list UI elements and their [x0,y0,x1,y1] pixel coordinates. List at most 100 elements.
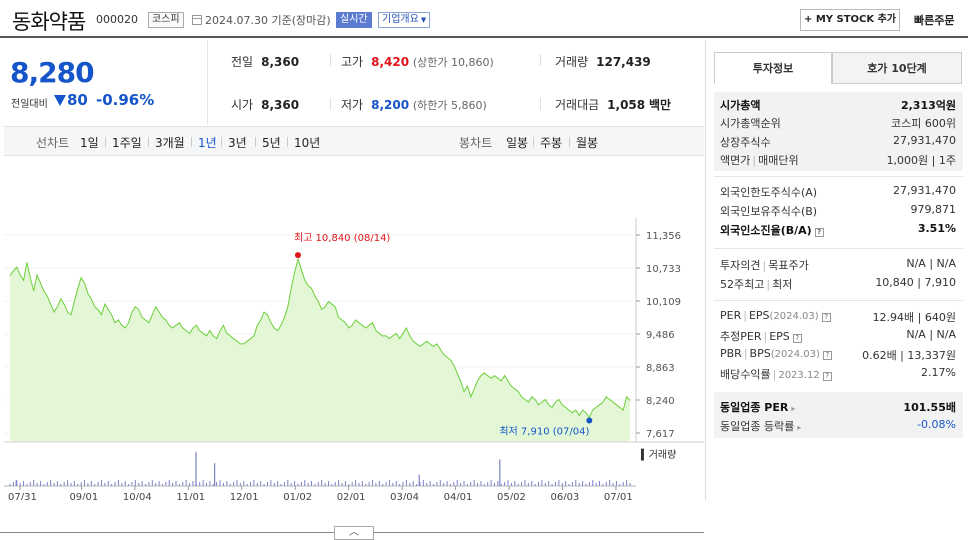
row-industry-change[interactable]: 동일업종 등락률 ▸ -0.08% [720,418,956,436]
stat-label: 전일 [231,55,254,69]
stat-label: 저가 [341,98,364,112]
row-label: 상장주식수 [720,136,771,149]
add-mystock-button[interactable]: + MY STOCK 추가 [800,9,900,31]
change-value-text: 80 [67,91,88,109]
date-text: 2024.07.30 기준(장마감) [192,12,331,28]
row-label: 시가총액순위 [720,117,781,130]
row-label: 시가총액 [720,99,761,112]
company-info-dropdown[interactable]: 기업개요 ▼ [378,12,431,28]
x-tick-label: 10/04 [123,492,152,500]
row-value: 10,840 | 7,910 [875,276,956,289]
x-tick-label: 02/01 [337,492,366,500]
row-est-per-eps: 추정PER | EPS? N/A | N/A [720,328,956,343]
tab-period-2[interactable]: 3개월 [155,136,185,150]
stat-value: 8,420 [371,55,410,69]
eps-label: EPS [748,309,770,322]
tab-separator [569,137,570,147]
divider [330,98,331,110]
stat-low: 저가 8,200 (하한가 5,860) [341,96,487,113]
expand-chart-button[interactable]: ︿ [334,526,374,540]
stat-label: 시가 [231,98,254,112]
high-marker [294,252,301,259]
week52-high-label: 52주최고 [720,278,765,291]
tab-candle-1[interactable]: 주봉 [540,136,563,150]
row-opinion: 투자의견 | 목표주가 N/A | N/A [720,257,956,272]
tab-separator [533,137,534,147]
help-icon[interactable]: ? [792,334,802,343]
valuation-group [714,300,963,386]
help-icon[interactable]: ? [822,351,832,360]
industry-group [714,392,963,438]
tab-period-6[interactable]: 10년 [294,136,321,150]
par-label: 액면가 [720,154,751,167]
stat-high: 고가 8,420 (상한가 10,860) [341,53,494,70]
y-tick-label: 10,109 [646,297,681,308]
row-52week: 52주최고 | 최저 10,840 | 7,910 [720,276,956,291]
x-tick-label: 07/01 [604,492,633,500]
divider [540,98,541,110]
row-value: 1,000원 | 1주 [886,154,956,167]
upper-limit: (상한가 10,860) [412,56,494,69]
row-foreign-hold: 외국인보유주식수(B) 979,871 [720,203,956,221]
stat-label: 거래대금 [555,98,600,112]
est-per-label: 추정PER [720,330,762,343]
price-area [10,259,630,441]
tab-orderbook[interactable]: 호가 10단계 [832,52,962,84]
stock-header: 동화약품 000020 코스피 2024.07.30 기준(장마감) 실시간 기… [0,0,968,38]
chevron-right-icon: ▸ [791,404,796,413]
stat-label: 거래량 [555,55,589,69]
x-tick-label: 06/03 [550,492,579,500]
tab-period-0[interactable]: 1일 [80,136,99,150]
calendar-icon [192,15,202,25]
row-label: 외국인소진율(B/A) [720,224,812,237]
x-tick-label: 12/01 [230,492,259,500]
pbr-label: PBR [720,347,742,360]
help-icon[interactable]: ? [822,372,832,381]
dividend-period: 2023.12 [778,370,820,381]
tab-period-3[interactable]: 1년 [198,136,217,150]
eps-period: (2024.03) [769,311,819,322]
stat-value: 8,360 [261,55,300,69]
price-chart[interactable]: 11,356 10,733 10,109 9,486 8,863 8,240 7,617 최고… [4,158,704,503]
change-label: 전일대비 [11,99,48,110]
help-icon[interactable]: ? [814,228,824,237]
high-annotation: 최고 10,840 (08/14) [294,232,390,244]
row-label: 외국인보유주식수(B) [720,205,818,218]
tab-separator [105,137,106,147]
stat-value: 8,200 [371,98,410,112]
right-tabs: 투자정보 호가 10단계 [714,52,962,84]
row-industry-per[interactable]: 동일업종 PER ▸ 101.55배 [720,399,956,417]
quick-order-link[interactable]: 빠른주문 [914,14,955,27]
row-value: 2,313억원 [900,99,956,112]
row-pbr-bps: PBR | BPS(2024.03)? 0.62배 | 13,337원 [720,347,956,362]
y-tick-label: 9,486 [646,330,675,341]
opinion-label: 투자의견 [720,259,761,272]
tab-period-1[interactable]: 1주일 [112,136,142,150]
invest-info-panel: 투자정보 호가 10단계 시가총액 2,313억원 시가총액순위 코스피 600위 … [705,40,968,500]
stat-volume: 거래량 127,439 [555,53,651,70]
stat-value: 8,360 [261,98,300,112]
lower-limit: (하한가 5,860) [412,99,487,112]
row-label: 외국인한도주식수(A) [720,186,818,199]
row-market-cap: 시가총액 2,313억원 [720,97,956,115]
tab-period-5[interactable]: 5년 [262,136,281,150]
tab-period-4[interactable]: 3년 [228,136,247,150]
divider [540,54,541,66]
row-value: 27,931,470 [893,134,956,147]
tab-candle-0[interactable]: 일봉 [506,136,529,150]
foreign-group [714,176,963,236]
date-label: 2024.07.30 기준(장마감) [205,14,331,27]
live-badge[interactable]: 실시간 [336,12,372,28]
help-icon[interactable]: ? [821,313,831,322]
tab-invest-info[interactable]: 투자정보 [714,52,832,84]
market-badge: 코스피 [148,12,184,28]
price-chart-svg[interactable]: 11,356 10,733 10,109 9,486 8,863 8,240 7,617 최고… [4,158,704,503]
tab-candle-2[interactable]: 월봉 [576,136,599,150]
quote-area: 8,280 전일대비 80 -0.96% 전일 8,360 고가 8,420 (상한… [0,40,704,540]
stat-open: 시가 8,360 [231,96,299,113]
row-value: 0.62배 | 13,337원 [862,349,956,362]
x-tick-label: 07/31 [8,492,37,500]
stat-label: 고가 [341,55,364,69]
stat-value: 127,439 [596,55,651,69]
down-triangle-icon [54,95,66,106]
